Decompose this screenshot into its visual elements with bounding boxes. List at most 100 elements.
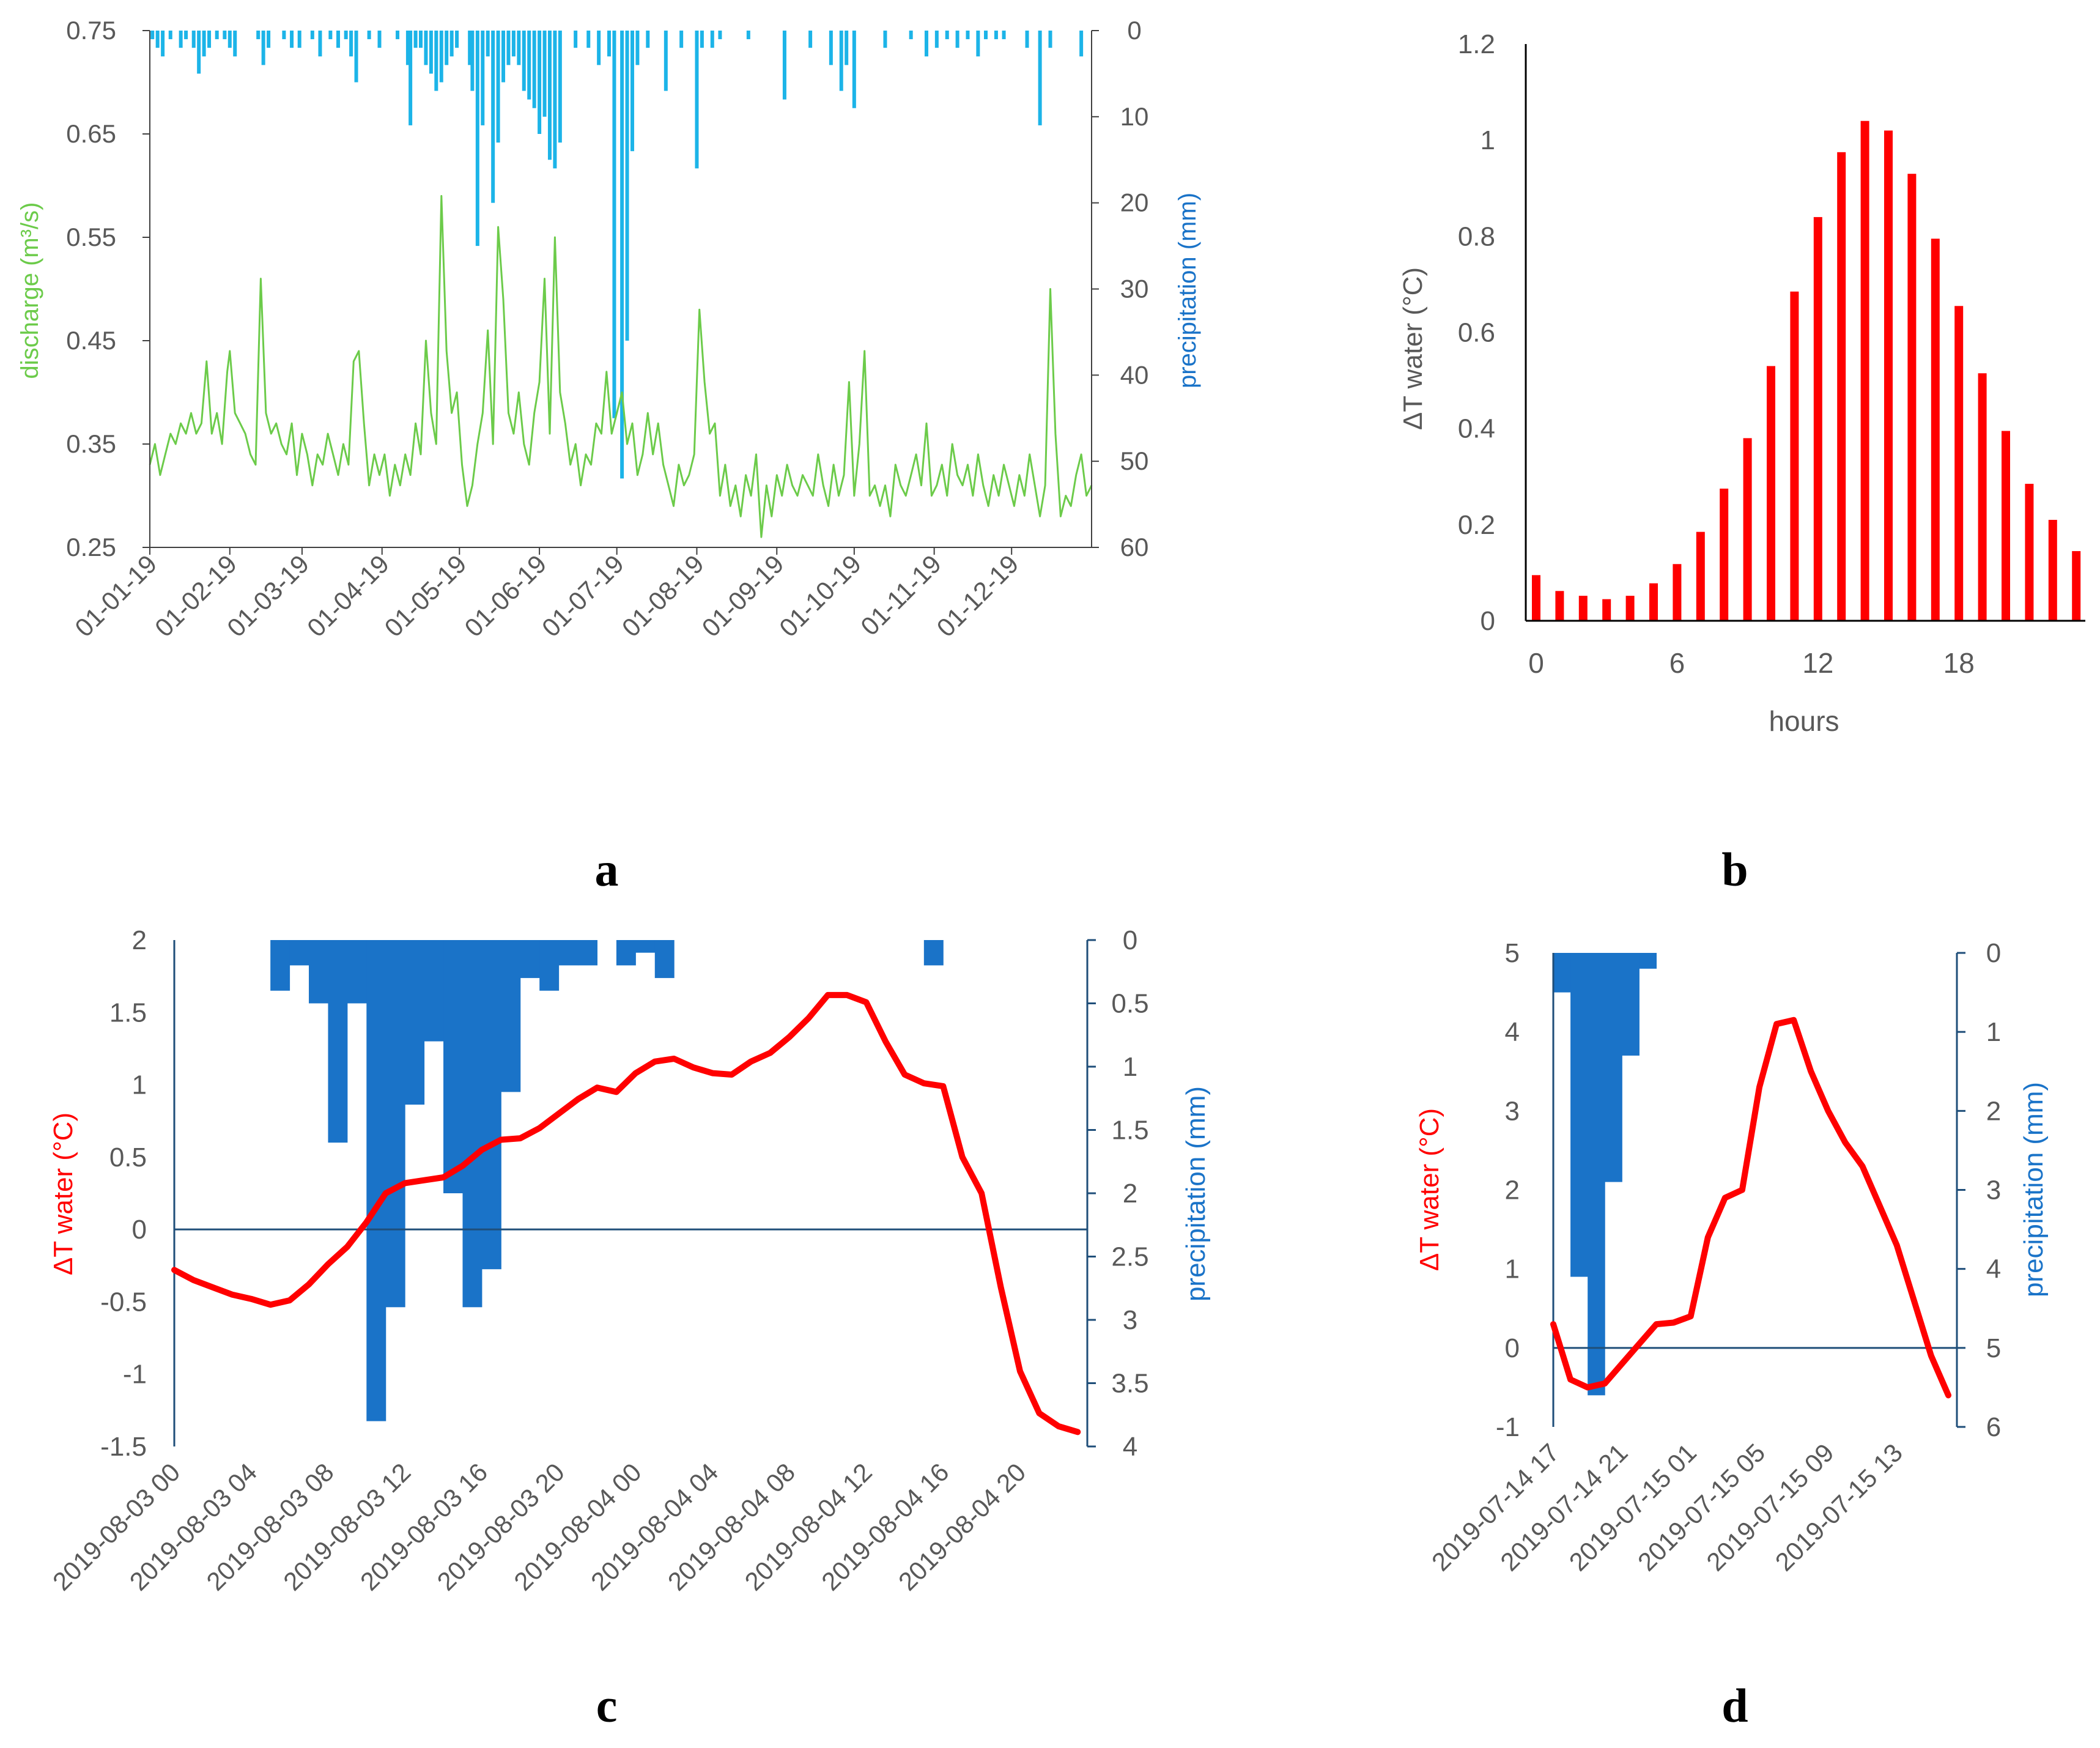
precip-bar-a <box>612 31 616 418</box>
xtick-label-b: 18 <box>1943 647 1975 679</box>
precip-bar-c <box>366 940 386 1421</box>
y2tick-label-d: 3 <box>1986 1176 2001 1205</box>
precip-bar-a <box>883 31 887 48</box>
precip-bar-a <box>328 31 333 40</box>
delta-t-bar <box>1907 174 1917 621</box>
precip-bar-a <box>532 31 536 108</box>
delta-t-bar <box>1578 596 1588 621</box>
ytick-label-d: 3 <box>1505 1096 1520 1126</box>
ytick-label-d: 2 <box>1505 1176 1520 1205</box>
precip-bar-c <box>385 940 405 1308</box>
y2tick-label-c: 1 <box>1123 1052 1137 1082</box>
ytick-label-d: -1 <box>1496 1412 1520 1442</box>
delta-t-bar <box>2002 431 2010 621</box>
precip-bar-a <box>782 31 786 100</box>
precip-bar-a <box>586 31 591 48</box>
precip-bar-a <box>574 31 578 48</box>
precip-bar-a <box>367 31 371 40</box>
y2tick-label-d: 0 <box>1986 938 2001 968</box>
precip-bar-a <box>620 31 624 479</box>
ytick-label-c: 0 <box>132 1215 147 1245</box>
y2tick-label-c: 3.5 <box>1111 1369 1148 1399</box>
delta-t-bar <box>2072 551 2081 621</box>
precip-bar-a <box>297 31 301 48</box>
y2tick-label-c: 1.5 <box>1111 1116 1148 1146</box>
precip-bar-a <box>223 31 227 40</box>
precip-bar-a <box>625 31 629 341</box>
precip-bar-a <box>1025 31 1029 48</box>
precip-bar-a <box>607 31 612 57</box>
precip-bar-a <box>695 31 699 169</box>
precip-bar-a <box>839 31 843 91</box>
precip-bar-a <box>344 31 348 40</box>
precip-bar-a <box>1048 31 1052 48</box>
precip-bar-a <box>664 31 668 91</box>
precip-bar-a <box>396 31 400 40</box>
delta-t-bar <box>1555 591 1564 621</box>
y2tick-label-d: 1 <box>1986 1017 2001 1047</box>
precip-bar-a <box>161 31 165 57</box>
delta-t-bar <box>1649 583 1658 621</box>
precip-bar-a <box>679 31 684 48</box>
precip-bar-a <box>409 31 413 125</box>
delta-t-bar <box>1743 438 1752 621</box>
y2tick-label-a: 60 <box>1120 533 1149 561</box>
y2tick-label-c: 3 <box>1123 1305 1137 1335</box>
precip-bar-a <box>439 31 443 83</box>
precip-bar-d <box>1588 953 1605 1396</box>
ytick-label-b: 0.8 <box>1458 221 1495 251</box>
precip-bar-d <box>1570 953 1588 1277</box>
ytick-label-b: 0.2 <box>1458 510 1495 540</box>
precip-bar-a <box>282 31 286 40</box>
precipitation-bars-a <box>150 31 1084 479</box>
precip-bar-a <box>481 31 485 125</box>
ylabel-delta-t-c: ΔT water (°C) <box>48 1113 78 1275</box>
panel-label-a: a <box>595 843 619 896</box>
precip-bar-c <box>424 940 444 1042</box>
delta-t-bar <box>1625 596 1635 621</box>
precip-bar-a <box>168 31 172 40</box>
delta-t-line-d <box>1550 1017 1951 1399</box>
precip-bar-a <box>718 31 722 40</box>
precip-bar-a <box>538 31 542 134</box>
ytick-label-b: 1 <box>1481 125 1495 155</box>
precip-bar-a <box>405 31 410 65</box>
y2tick-label-c: 4 <box>1123 1432 1137 1462</box>
delta-t-bars <box>1532 120 2081 621</box>
precip-bar-a <box>197 31 201 74</box>
delta-t-bar <box>1931 239 1940 621</box>
precip-bar-a <box>1079 31 1084 57</box>
precip-bar-a <box>256 31 261 40</box>
precip-bar-a <box>808 31 813 48</box>
precip-bar-a <box>202 31 206 57</box>
precipitation-bars-d <box>1553 953 1657 1396</box>
precip-bar-a <box>1038 31 1042 125</box>
precip-bar-a <box>522 31 526 91</box>
panel-label-d: d <box>1721 1679 1748 1732</box>
precip-bar-c <box>501 940 521 1092</box>
precip-bar-a <box>553 31 557 169</box>
precip-bar-d <box>1605 953 1622 1182</box>
precip-bar-c <box>558 940 579 966</box>
ylabel-discharge: discharge (m³/s) <box>17 202 43 379</box>
precip-bar-a <box>558 31 562 143</box>
precip-bar-d <box>1622 953 1640 1056</box>
precip-bar-a <box>184 31 188 40</box>
precip-bar-a <box>290 31 294 48</box>
precip-bar-c <box>462 940 482 1308</box>
precip-bar-a <box>976 31 980 57</box>
precip-bar-a <box>261 31 265 65</box>
precip-bar-a <box>267 31 271 48</box>
precip-bar-a <box>852 31 856 108</box>
precip-bar-a <box>710 31 714 48</box>
ylabel-precipitation-a: precipitation (mm) <box>1174 193 1201 388</box>
xtick-label-b: 12 <box>1802 647 1833 679</box>
ytick-label-c: -1 <box>123 1360 147 1390</box>
ytick-label-c: 1 <box>132 1070 147 1100</box>
ytick-label-b: 0 <box>1481 606 1495 636</box>
xtick-label-b: 0 <box>1528 647 1544 679</box>
y2tick-label-d: 5 <box>1986 1333 2001 1363</box>
precip-bar-a <box>377 31 382 48</box>
precip-bar-a <box>468 31 472 65</box>
